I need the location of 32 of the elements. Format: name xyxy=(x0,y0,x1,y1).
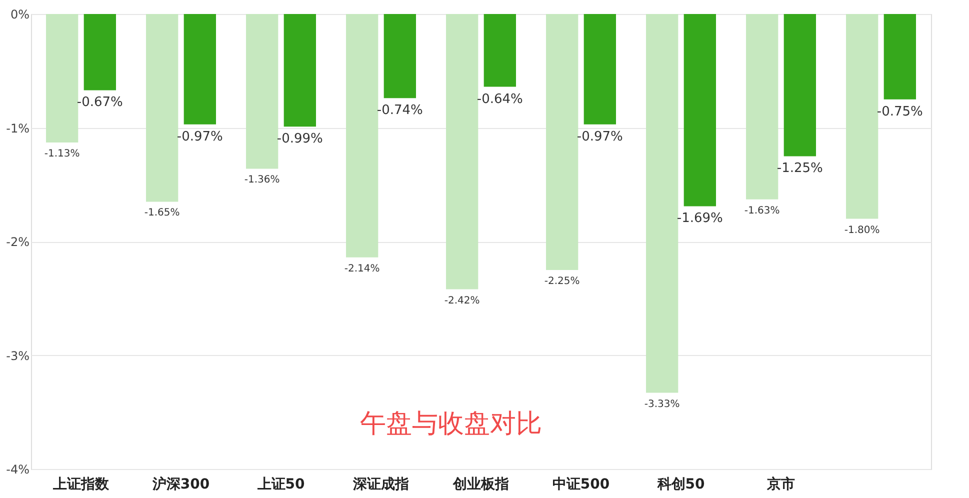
data-label: -2.42% xyxy=(444,295,480,306)
data-label: -0.64% xyxy=(476,92,523,107)
y-tick-label: -1% xyxy=(6,121,30,136)
data-label: -0.97% xyxy=(176,129,223,144)
data-label: -1.25% xyxy=(776,161,823,176)
data-label: -1.65% xyxy=(144,208,180,219)
x-tick-label: 深证成指 xyxy=(352,476,409,492)
data-label: -1.63% xyxy=(744,205,780,216)
annotation: 午盘与收盘对比 xyxy=(360,409,542,439)
data-label: -2.14% xyxy=(344,263,380,274)
data-label: -1.80% xyxy=(844,224,880,236)
data-label: -0.97% xyxy=(576,129,623,144)
data-label: -0.74% xyxy=(376,103,423,118)
x-tick-label: 上证50 xyxy=(256,476,305,492)
y-tick-label: 0% xyxy=(10,8,30,22)
x-tick-label: 中证500 xyxy=(552,476,610,492)
data-label: -1.69% xyxy=(676,211,723,226)
y-tick-label: -2% xyxy=(6,235,30,249)
x-tick-label: 沪深300 xyxy=(151,476,210,492)
data-label: -3.33% xyxy=(644,398,680,410)
y-tick-label: -3% xyxy=(6,348,30,363)
data-label: -2.25% xyxy=(544,276,580,287)
x-tick-label: 科创50 xyxy=(656,476,705,492)
x-tick-label: 创业板指 xyxy=(452,476,509,492)
data-label: -1.36% xyxy=(244,174,280,186)
data-label: -1.13% xyxy=(44,148,80,160)
x-tick-label: 京市 xyxy=(766,476,795,492)
x-tick-label: 上证指数 xyxy=(52,476,110,492)
y-tick-label: -4% xyxy=(6,462,30,476)
data-label: -0.75% xyxy=(876,104,923,120)
data-label: -0.67% xyxy=(76,95,123,110)
data-label: -0.99% xyxy=(276,132,323,147)
